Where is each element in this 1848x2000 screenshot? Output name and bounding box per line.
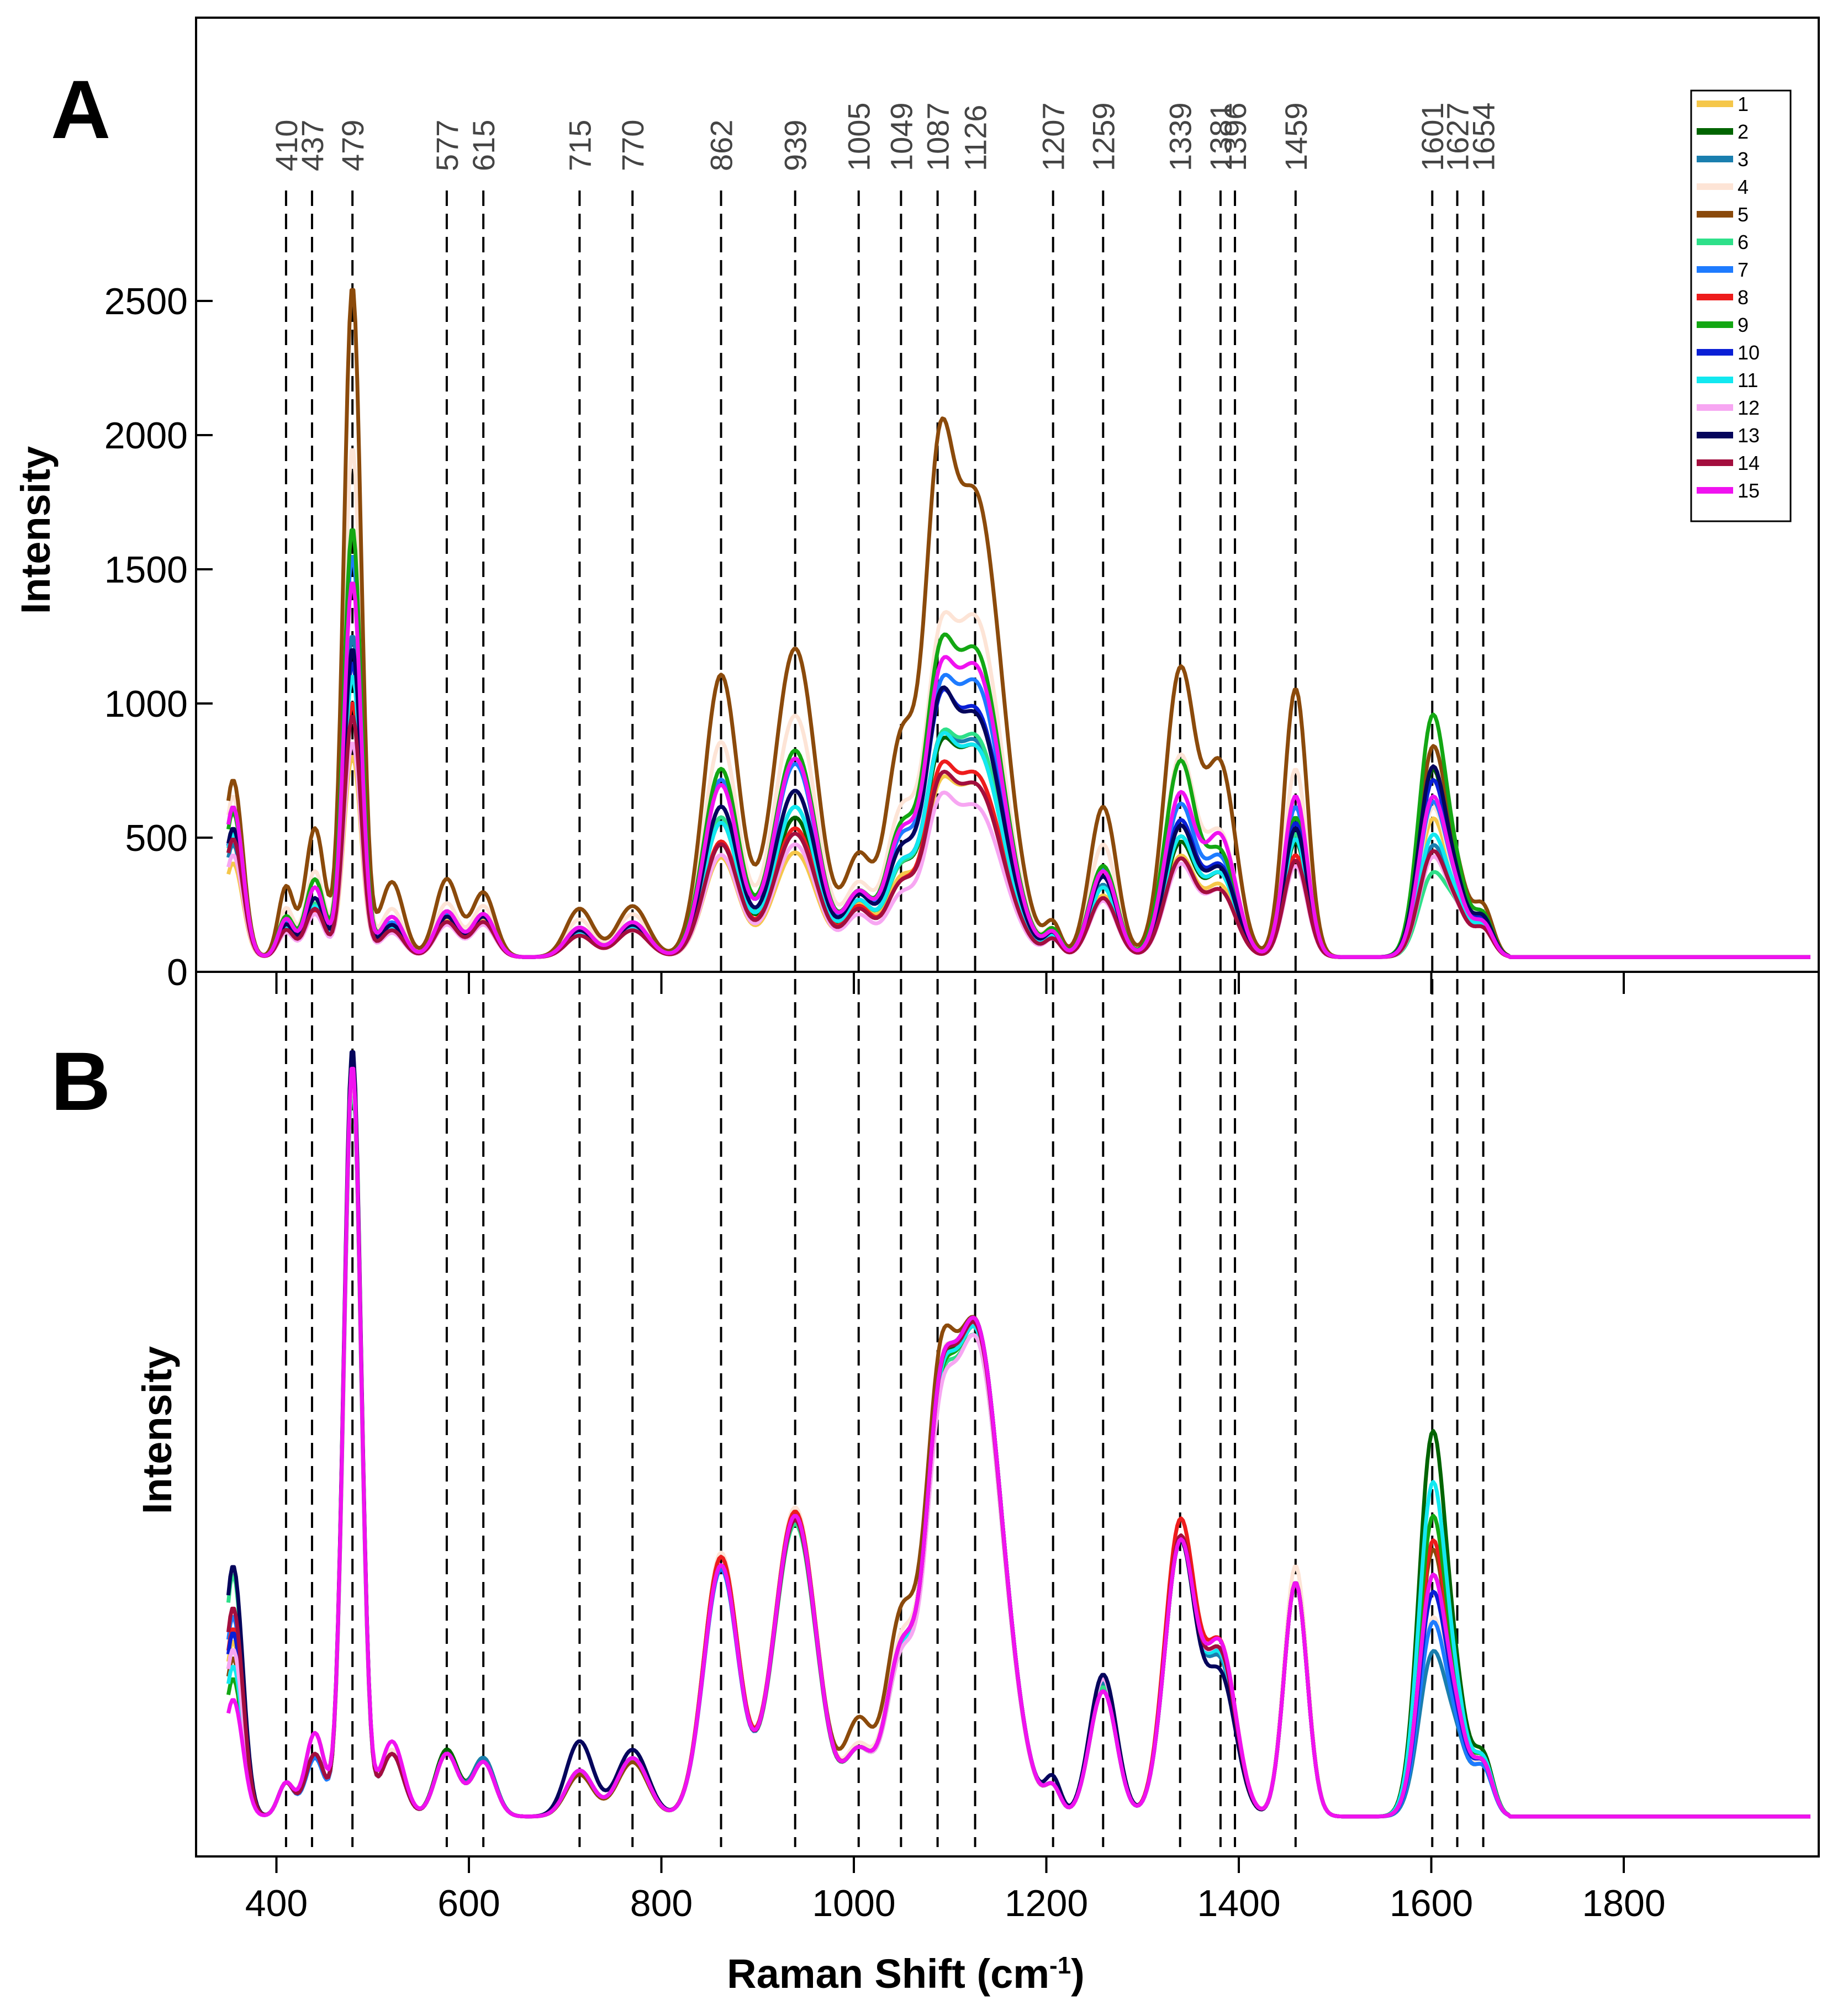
legend-label-5: 5 — [1738, 203, 1749, 226]
y-tick-label-2500: 2500 — [104, 281, 188, 322]
legend-label-15: 15 — [1738, 479, 1760, 502]
peak-label-1259: 1259 — [1086, 102, 1121, 171]
panel-label-b: B — [51, 1035, 110, 1128]
axis-ticks: 0 500 1000 1500 2000 2500 400 600 800 1000 1200 140… — [104, 281, 1666, 1924]
legend-label-1: 1 — [1738, 93, 1749, 115]
panel-a-spectra — [226, 288, 1811, 959]
peak-label-1627: 1627 — [1440, 102, 1475, 171]
peak-label-862: 862 — [704, 120, 739, 171]
y-tick-label-2000: 2000 — [104, 415, 188, 457]
y-axis-title-b: Intensity — [134, 1346, 180, 1514]
spectrum-a-15 — [226, 581, 1811, 959]
peak-label-577: 577 — [430, 120, 464, 171]
peak-label-1207: 1207 — [1036, 102, 1071, 171]
y-tick-label-500: 500 — [125, 817, 188, 859]
legend-label-7: 7 — [1738, 258, 1749, 281]
x-tick-label-1800: 1800 — [1582, 1882, 1665, 1924]
peak-label-437: 437 — [295, 120, 330, 171]
peak-reference-lines — [284, 191, 1485, 1847]
legend-label-14: 14 — [1738, 452, 1760, 474]
peak-label-1459: 1459 — [1279, 102, 1313, 171]
peak-label-1339: 1339 — [1163, 102, 1198, 171]
legend-label-11: 11 — [1738, 369, 1758, 391]
spectrum-b-15 — [226, 1066, 1811, 1819]
x-tick-label-1000: 1000 — [812, 1882, 895, 1924]
peak-label-410: 410 — [269, 120, 304, 171]
legend-label-8: 8 — [1738, 286, 1749, 309]
x-tick-label-800: 800 — [630, 1882, 693, 1924]
legend-label-12: 12 — [1738, 396, 1760, 419]
panel-label-a: A — [51, 63, 110, 156]
legend-label-9: 9 — [1738, 314, 1749, 336]
peak-label-770: 770 — [615, 120, 650, 171]
y-tick-label-1000: 1000 — [104, 683, 188, 725]
legend-label-2: 2 — [1738, 120, 1749, 143]
peak-label-1005: 1005 — [842, 102, 877, 171]
peak-label-1049: 1049 — [884, 102, 918, 171]
plot-frame — [195, 17, 1820, 1858]
peak-label-715: 715 — [562, 120, 597, 171]
peak-label-1381: 1381 — [1203, 102, 1238, 171]
y-tick-label-0: 0 — [167, 951, 188, 993]
y-tick-label-1500: 1500 — [104, 549, 188, 591]
y-axis-title-a: Intensity — [13, 446, 59, 614]
peak-label-939: 939 — [778, 120, 813, 171]
peak-label-1654: 1654 — [1466, 102, 1501, 171]
peak-label-1396: 1396 — [1218, 102, 1253, 171]
peak-label-1126: 1126 — [958, 105, 993, 171]
legend-label-13: 13 — [1738, 424, 1760, 447]
legend-label-3: 3 — [1738, 148, 1749, 171]
x-tick-label-600: 600 — [437, 1882, 500, 1924]
x-tick-label-1600: 1600 — [1390, 1882, 1473, 1924]
legend-label-10: 10 — [1738, 341, 1760, 364]
x-tick-label-1200: 1200 — [1005, 1882, 1088, 1924]
legend-label-6: 6 — [1738, 231, 1749, 253]
x-tick-label-400: 400 — [245, 1882, 308, 1924]
x-tick-label-1400: 1400 — [1197, 1882, 1280, 1924]
peak-label-615: 615 — [466, 120, 501, 171]
peak-label-479: 479 — [335, 120, 370, 171]
legend-label-4: 4 — [1738, 176, 1749, 198]
x-axis-title: Raman Shift (cm-1) — [727, 1951, 1085, 1997]
peak-label-1087: 1087 — [921, 102, 955, 171]
panel-b-spectra — [226, 1050, 1811, 1819]
peak-label-1601: 1601 — [1415, 102, 1450, 171]
